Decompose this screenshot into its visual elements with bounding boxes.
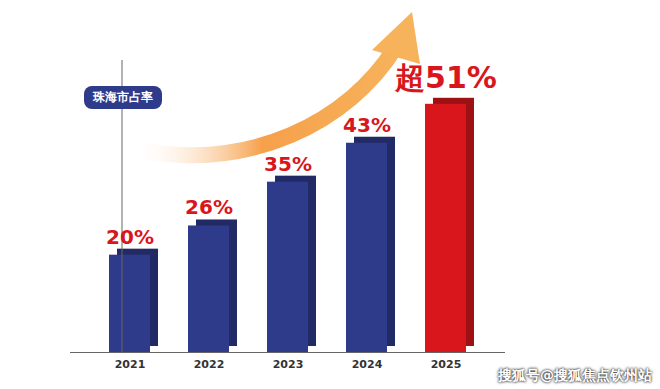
svg-text:2022: 2022	[194, 358, 225, 371]
svg-text:20%: 20%	[106, 225, 154, 249]
svg-text:2021: 2021	[115, 358, 146, 371]
html-text:珠海市占率: 珠海市占率	[93, 90, 153, 104]
svg-text:43%: 43%	[343, 113, 391, 137]
svg-text:2024: 2024	[352, 358, 383, 371]
svg-text:26%: 26%	[185, 195, 233, 219]
svg-text:超51%: 超51%	[394, 60, 497, 95]
svg-text:2023: 2023	[273, 358, 304, 371]
svg-text:35%: 35%	[264, 152, 312, 176]
html-text:搜狐号@搜狐焦点钦州站: 搜狐号@搜狐焦点钦州站	[498, 367, 652, 383]
svg-text:2025: 2025	[431, 358, 462, 371]
